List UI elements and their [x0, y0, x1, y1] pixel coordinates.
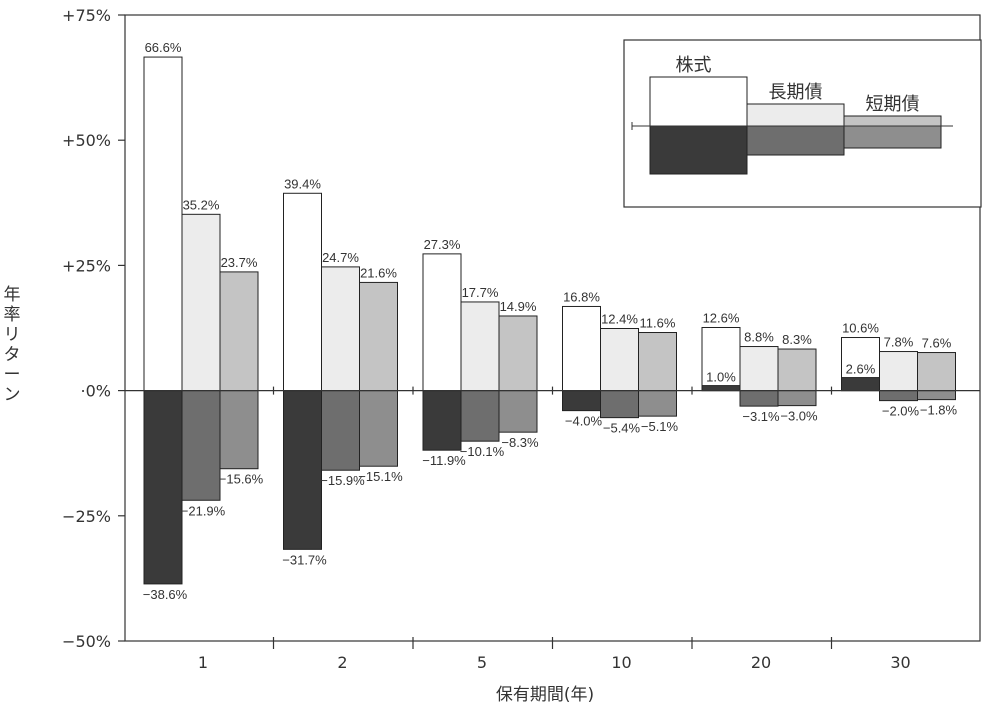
bar-min-株式 [143, 390, 183, 585]
bar-min-短期債 [777, 390, 817, 407]
data-label-max: 35.2% [183, 197, 220, 212]
data-label-max: 7.6% [922, 336, 952, 351]
x-tick-label: 30 [890, 653, 910, 672]
bar-min-短期債 [219, 390, 259, 470]
bar-min-株式 [422, 390, 462, 451]
data-labels: 66.6% −38.6% 35.2% −21.9% 23.7% −15.6% 39.4% −3… [143, 40, 958, 602]
legend-swatch-negative [746, 125, 845, 156]
legend-swatch-positive [843, 115, 942, 127]
data-label-max: 24.7% [322, 250, 359, 265]
bars [143, 56, 956, 585]
y-tick-label: −50% [62, 632, 111, 651]
data-label-min: −2.0% [882, 404, 920, 419]
data-label-max: 12.4% [601, 312, 638, 327]
data-label-min: −5.4% [603, 421, 641, 436]
legend-label: 株式 [676, 55, 712, 76]
bar-max-株式 [422, 253, 462, 392]
bar-max-短期債 [498, 315, 538, 392]
legend-label: 長期債 [769, 82, 823, 103]
data-label-max: 23.7% [221, 255, 258, 270]
data-label-max: 16.8% [563, 289, 600, 304]
x-tick-label: 1 [198, 653, 208, 672]
bar-min-長期債 [600, 390, 639, 419]
data-label-max: 7.8% [884, 335, 914, 350]
data-label-min: −10.1% [460, 444, 505, 459]
bar-min-株式 [701, 385, 741, 392]
data-label-min: 1.0% [706, 370, 736, 385]
bar-max-長期債 [460, 301, 500, 392]
y-tick-label: +50% [62, 131, 111, 150]
bar-max-長期債 [739, 346, 779, 392]
bar-max-長期債 [181, 213, 221, 392]
bar-min-長期債 [739, 390, 779, 407]
x-tick-label: 5 [477, 653, 487, 672]
bar-max-短期債 [359, 281, 398, 392]
data-label-max: 66.6% [145, 40, 182, 55]
data-label-min: −1.8% [920, 403, 958, 418]
bar-min-短期債 [359, 390, 398, 467]
data-label-min: −31.7% [282, 552, 327, 567]
legend-swatch-negative [843, 125, 942, 149]
data-label-max: 39.4% [284, 176, 321, 191]
data-label-max: 8.8% [744, 330, 774, 345]
data-label-min: −21.9% [181, 503, 226, 518]
data-label-min: −5.1% [641, 419, 679, 434]
bar-min-株式 [283, 390, 322, 550]
data-label-max: 27.3% [424, 237, 461, 252]
y-tick-label: +75% [62, 6, 111, 25]
bar-min-短期債 [498, 390, 538, 433]
data-label-min: −15.9% [320, 473, 365, 488]
data-label-min: −3.1% [742, 409, 780, 424]
bar-min-株式 [562, 390, 601, 412]
bar-min-短期債 [917, 390, 956, 401]
bar-min-短期債 [638, 390, 677, 417]
data-label-min: −3.0% [780, 409, 818, 424]
bar-max-長期債 [321, 266, 360, 392]
data-label-max: 14.9% [500, 299, 537, 314]
x-tick-label: 2 [337, 653, 347, 672]
data-label-max: 21.6% [360, 265, 397, 280]
data-label-min: 2.6% [846, 362, 876, 377]
bar-max-株式 [143, 56, 183, 392]
y-tick-label: −25% [62, 507, 111, 526]
y-tick-label: ·0% [81, 382, 111, 401]
bar-min-長期債 [181, 390, 221, 501]
data-label-max: 12.6% [703, 310, 740, 325]
y-tick-label: +25% [62, 256, 111, 275]
legend-swatch-positive [746, 103, 845, 127]
bar-min-長期債 [460, 390, 500, 442]
x-axis-title: 保有期間(年) [496, 685, 594, 705]
bar-max-長期債 [600, 328, 639, 392]
legend-label: 短期債 [866, 94, 920, 115]
data-label-max: 8.3% [782, 332, 812, 347]
x-tick-label: 10 [611, 653, 631, 672]
data-label-max: 17.7% [462, 285, 499, 300]
bar-min-株式 [841, 377, 880, 392]
data-label-max: 10.6% [842, 321, 879, 336]
data-label-min: −15.6% [219, 472, 264, 487]
data-label-min: −4.0% [565, 414, 603, 429]
data-label-min: −11.9% [422, 453, 466, 468]
y-axis-title: 年率リターン [4, 285, 21, 405]
bar-max-長期債 [879, 351, 918, 392]
x-tick-label: 20 [751, 653, 771, 672]
bar-max-株式 [562, 305, 601, 392]
bar-max-短期債 [638, 332, 677, 392]
data-label-max: 11.6% [640, 316, 676, 331]
axes: +75% +50% +25% ·0% −25% −50% 1 2 5 10 20 30 [62, 6, 980, 672]
data-label-min: −38.6% [143, 587, 188, 602]
bar-min-長期債 [879, 390, 918, 402]
legend-swatch-negative [649, 125, 748, 175]
bar-min-長期債 [321, 390, 360, 471]
data-label-min: −15.1% [358, 469, 403, 484]
bar-max-短期債 [917, 352, 956, 392]
legend-swatch-positive [649, 76, 748, 127]
bar-max-株式 [283, 192, 322, 392]
bar-max-短期債 [219, 271, 259, 392]
data-label-min: −8.3% [501, 435, 539, 450]
bar-max-短期債 [777, 348, 817, 392]
